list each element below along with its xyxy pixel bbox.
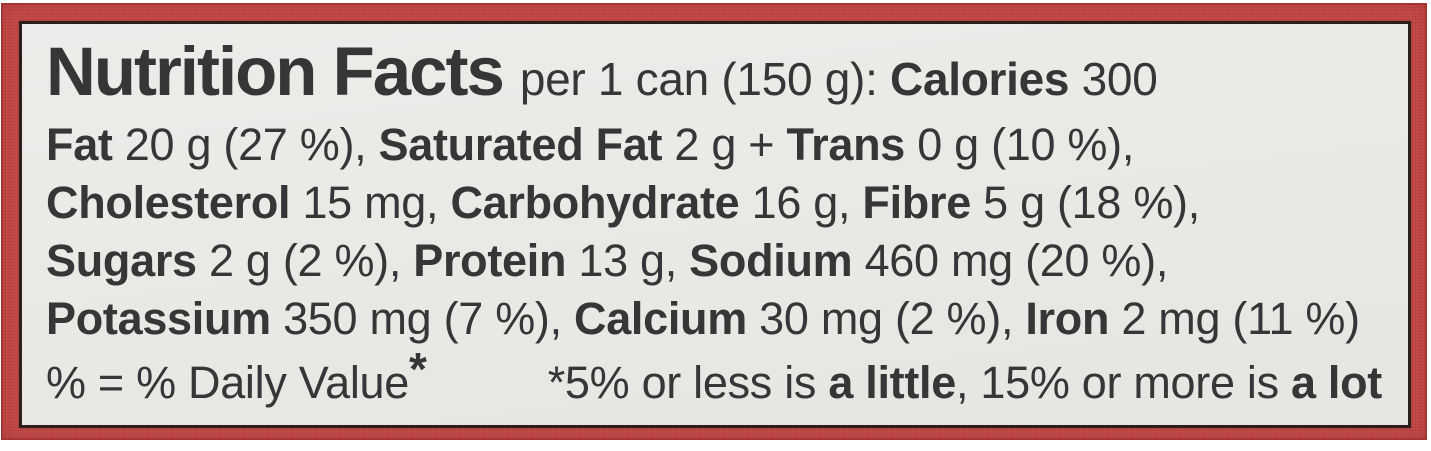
text-segment: Calories [890,53,1070,105]
nutrient-line-fat: Fat 20 g (27 %), Saturated Fat 2 g + Tra… [46,116,1382,174]
red-border-mat: Nutrition Facts per 1 can (150 g): Calor… [1,3,1427,440]
header-line: Nutrition Facts per 1 can (150 g): Calor… [46,32,1382,116]
text-segment: a little [828,357,956,408]
nutrient-line-potassium-calcium-iron: Potassium 350 mg (7 %), Calcium 30 mg (2… [46,290,1382,348]
nutrition-facts-title: Nutrition Facts [46,33,505,110]
nutrient-line-sugars-protein-sodium: Sugars 2 g (2 %), Protein 13 g, Sodium 4… [46,232,1382,290]
text-segment: 0 g (10 %), [905,119,1135,170]
text-segment: 350 mg (7 %), [270,293,574,344]
text-segment: 15 mg, [290,177,451,228]
text-segment: % = % Daily Value [46,357,409,408]
text-segment: Sugars [46,235,197,286]
text-segment: a lot [1290,357,1382,408]
text-segment: 460 mg (20 %), [852,235,1169,286]
nutrient-line-cholesterol-carbohydrate: Cholesterol 15 mg, Carbohydrate 16 g, Fi… [46,174,1382,232]
text-segment: Trans [786,119,906,170]
text-segment: *5% or less is [547,357,829,408]
text-segment: 2 mg (11 %) [1109,293,1360,344]
text-segment: 300 [1069,53,1158,105]
daily-value-scale-note: *5% or less is a little, 15% or more is … [547,354,1383,412]
nutrition-label-panel: Nutrition Facts per 1 can (150 g): Calor… [19,21,1411,428]
nutrition-label-content: Nutrition Facts per 1 can (150 g): Calor… [22,24,1408,412]
text-segment: Potassium [46,293,271,344]
text-segment: Calcium [574,293,747,344]
text-segment: 2 g + [662,119,787,170]
text-segment: 2 g (2 %), [196,235,414,286]
text-segment: 30 mg (2 %), [746,293,1026,344]
text-segment: 20 g (27 %), [112,119,379,170]
text-segment: Cholesterol [46,177,291,228]
text-segment: Iron [1025,293,1110,344]
serving-and-calories: per 1 can (150 g): Calories 300 [520,52,1158,106]
text-segment: 13 g, [566,235,690,286]
text-segment: 16 g, [739,177,863,228]
text-segment: Fat [46,119,113,170]
text-segment: Protein [413,235,567,286]
text-segment: per 1 can (150 g): [519,53,891,105]
text-segment: Saturated Fat [378,119,663,170]
text-segment: 5 g (18 %), [970,177,1200,228]
daily-value-note: % = % Daily Value* [46,346,427,412]
text-segment: Fibre [862,177,971,228]
footnote-line: % = % Daily Value* *5% or less is a litt… [46,346,1383,412]
text-segment: Sodium [689,235,853,286]
text-segment: * [409,343,427,396]
text-segment: , 15% or more is [955,357,1291,408]
text-segment: Carbohydrate [450,177,740,228]
